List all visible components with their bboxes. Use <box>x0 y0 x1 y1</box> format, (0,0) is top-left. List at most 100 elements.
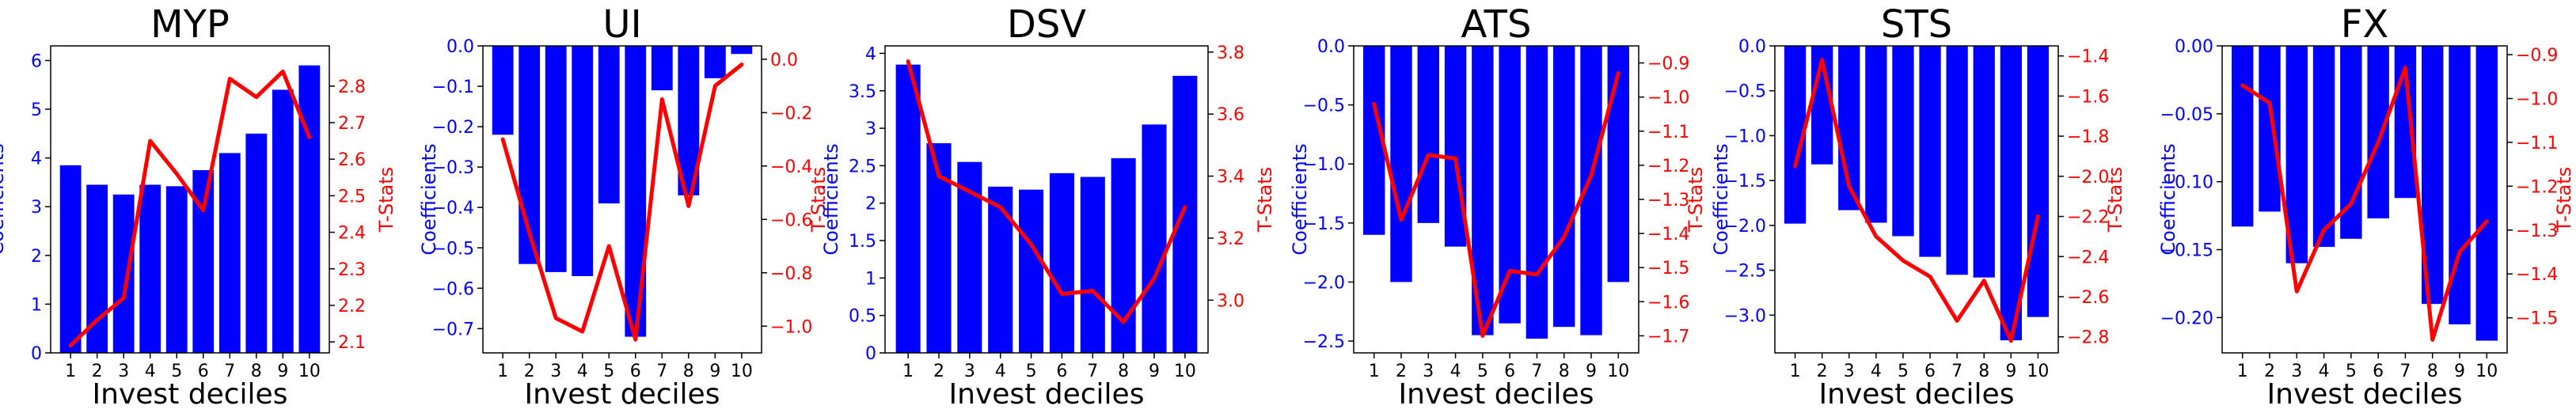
x-tick-label: 9 <box>709 362 720 381</box>
y2-tick-label: −0.8 <box>770 264 812 284</box>
bar-ats-10 <box>1607 46 1629 282</box>
bar-myp-5 <box>165 186 188 353</box>
y-tick-label: −0.5 <box>432 239 474 259</box>
x-tick-label: 1 <box>1790 362 1801 381</box>
y-axis-label: Coefficients <box>1710 143 1732 255</box>
x-tick-label: 2 <box>933 362 944 381</box>
y-tick-label: 0.00 <box>2175 37 2213 57</box>
axes-frame <box>1774 45 2059 354</box>
y-tick-label: −2.5 <box>1724 262 1766 282</box>
y-tick-label: −3.0 <box>1724 306 1766 326</box>
y2-tick-label: −1.0 <box>2516 90 2558 110</box>
y-axis-label: Coefficients <box>820 143 842 255</box>
y2-tick-label: 0.0 <box>770 51 798 70</box>
x-tick-label: 7 <box>2399 362 2411 381</box>
y2-tick-label: −0.4 <box>770 157 812 177</box>
bar-sts-4 <box>1865 46 1887 223</box>
y-tick-label: −1.5 <box>1303 214 1345 234</box>
x-tick-label: 5 <box>171 362 182 381</box>
y-tick-label: 0 <box>31 344 42 364</box>
x-tick-label: 5 <box>1477 362 1488 381</box>
x-tick-label: 8 <box>683 362 694 381</box>
bar-ui-4 <box>572 46 594 276</box>
y2-tick-label: 3.4 <box>1217 168 1244 188</box>
bar-sts-9 <box>2000 46 2022 341</box>
bar-myp-8 <box>245 133 268 354</box>
x-tick-label: 6 <box>1056 362 1067 381</box>
x-tick-label: 5 <box>2346 362 2357 381</box>
y-axis-label: Coefficients <box>0 143 8 255</box>
x-tick-label: 8 <box>1118 362 1129 381</box>
bar-myp-3 <box>112 194 135 353</box>
y-axis-label: Coefficients <box>2157 143 2179 255</box>
y-tick-label: 2.5 <box>849 157 876 176</box>
chart-title: FX <box>2341 2 2389 47</box>
y2-tick-label: −2.8 <box>2067 328 2109 348</box>
y-tick-label: −1.5 <box>1724 172 1766 191</box>
y-tick-label: −0.3 <box>432 158 474 178</box>
y-tick-label: −0.7 <box>432 320 474 339</box>
bar-dsv-5 <box>1019 189 1044 353</box>
y-tick-label: 1 <box>865 269 876 289</box>
y-axis-label: Coefficients <box>418 143 440 255</box>
bar-myp-9 <box>272 89 294 354</box>
y2-tick-label: −2.0 <box>2067 168 2109 188</box>
y2-tick-label: −1.4 <box>2516 265 2558 285</box>
bar-dsv-6 <box>1049 172 1074 353</box>
x-tick-label: 1 <box>902 362 914 381</box>
x-tick-label: 7 <box>1951 362 1962 381</box>
y-tick-label: 0.0 <box>1317 37 1345 57</box>
x-tick-label: 1 <box>2237 362 2248 381</box>
x-tick-label: 10 <box>731 362 753 381</box>
x-tick-label: 7 <box>1087 362 1098 381</box>
t-stats-line-fx <box>2240 66 2489 342</box>
y2-tick-label: −1.6 <box>1647 293 1689 313</box>
y2-axis-label: T-Stats <box>2104 167 2126 233</box>
y-tick-label: −0.1 <box>432 78 474 97</box>
x-tick-label: 2 <box>1817 362 1828 381</box>
x-axis-label: Invest deciles <box>2267 378 2463 411</box>
x-tick-label: 8 <box>1978 362 1989 381</box>
bar-myp-1 <box>59 165 82 353</box>
y2-tick-label: 2.5 <box>338 187 366 206</box>
y2-tick-label: −1.7 <box>1647 327 1689 347</box>
x-tick-label: 9 <box>2454 362 2465 381</box>
y-tick-label: −0.2 <box>432 118 474 138</box>
axes-frame <box>482 45 762 354</box>
y2-tick-label: −1.4 <box>2067 47 2109 67</box>
y-tick-label: 1 <box>31 295 42 315</box>
x-tick-label: 2 <box>2264 362 2275 381</box>
bar-myp-10 <box>298 65 321 353</box>
bar-ui-5 <box>598 46 620 204</box>
x-tick-label: 10 <box>2475 362 2498 381</box>
y2-tick-label: 3.0 <box>1217 291 1244 311</box>
x-tick-label: 9 <box>277 362 288 381</box>
x-tick-label: 9 <box>2005 362 2016 381</box>
x-tick-label: 10 <box>1174 362 1196 381</box>
x-tick-label: 2 <box>92 362 103 381</box>
y2-tick-label: −1.2 <box>2516 177 2558 197</box>
y-tick-label: −0.05 <box>2160 105 2213 125</box>
bar-myp-4 <box>139 184 161 353</box>
chart-title: DSV <box>1007 2 1086 47</box>
y-tick-label: 4 <box>31 150 42 169</box>
y2-tick-label: −1.1 <box>1647 123 1689 142</box>
y2-axis-label: T-Stats <box>807 167 830 233</box>
y2-tick-label: −1.4 <box>1647 225 1689 244</box>
x-tick-label: 4 <box>577 362 588 381</box>
y2-tick-label: 2.7 <box>338 114 366 134</box>
x-axis-label: Invest deciles <box>1399 378 1594 411</box>
chart-panel-sts: 1 2 3 4 5 6 7 8 9 10 0.0 −0.5 −1.0 −1.5 −2.0 −2.5 −3.0 −1… <box>1710 2 2126 411</box>
y2-tick-label: −1.5 <box>1647 259 1689 278</box>
y2-tick-label: −1.0 <box>1647 89 1689 108</box>
bar-sts-10 <box>2027 46 2050 317</box>
bar-ats-2 <box>1390 46 1412 282</box>
t-stats-line-sts <box>1793 58 2040 343</box>
y-tick-label: −0.10 <box>2160 173 2213 193</box>
t-stats-line-dsv <box>906 59 1187 324</box>
bar-ui-9 <box>704 46 726 78</box>
y2-tick-label: −2.4 <box>2067 248 2109 267</box>
x-tick-label: 4 <box>1450 362 1461 381</box>
bar-fx-3 <box>2285 46 2308 263</box>
axes-frame <box>884 45 1209 354</box>
